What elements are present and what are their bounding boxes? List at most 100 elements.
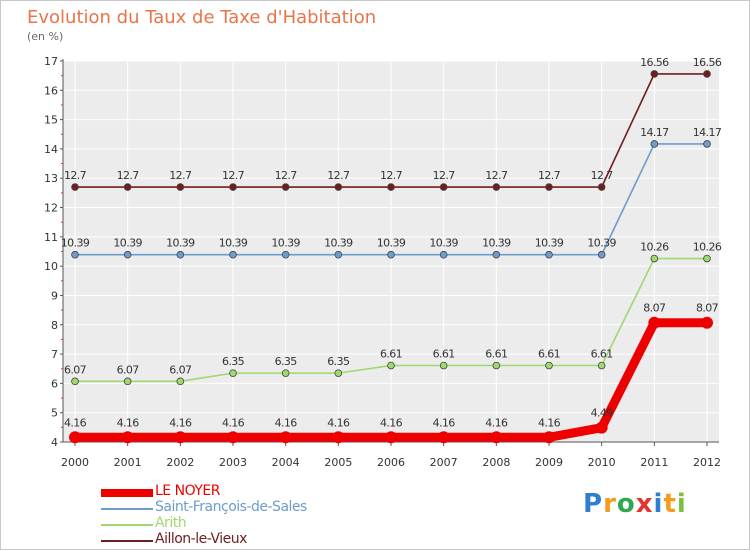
logo-letter: x <box>635 489 654 519</box>
y-tick-label: 4 <box>51 436 58 449</box>
x-tick-label: 2001 <box>114 456 142 469</box>
data-label: 4.16 <box>64 416 87 429</box>
data-label: 10.39 <box>271 237 300 250</box>
data-label: 4.16 <box>485 416 508 429</box>
data-label: 12.7 <box>117 169 140 182</box>
data-point <box>701 316 713 329</box>
legend-swatch <box>101 489 153 497</box>
data-label: 6.61 <box>433 348 455 361</box>
data-point <box>650 70 659 78</box>
data-point <box>597 250 606 259</box>
data-point <box>703 70 711 78</box>
y-tick-label: 15 <box>44 114 58 127</box>
data-point <box>545 250 553 259</box>
data-label: 14.17 <box>640 126 669 139</box>
logo-letter: i <box>676 489 687 519</box>
data-point <box>597 361 606 370</box>
data-label: 6.07 <box>117 363 140 376</box>
data-label: 4.49 <box>591 407 614 420</box>
x-tick-label: 2002 <box>166 456 194 469</box>
proxiti-logo: Proxiti <box>583 489 687 519</box>
data-point <box>387 361 395 370</box>
data-point <box>71 377 79 386</box>
data-point <box>174 431 187 444</box>
data-label: 10.39 <box>377 237 406 250</box>
data-point <box>650 140 659 148</box>
data-point <box>543 431 555 444</box>
data-point <box>387 183 395 191</box>
data-label: 6.35 <box>222 355 245 368</box>
data-label: 10.39 <box>61 237 90 250</box>
y-tick-label: 16 <box>44 84 58 97</box>
data-label: 6.35 <box>275 355 298 368</box>
data-label: 12.7 <box>275 169 298 182</box>
data-point <box>281 183 290 191</box>
legend-label: LE NOYER <box>155 483 220 499</box>
data-point <box>334 369 343 377</box>
data-point <box>437 431 450 444</box>
data-label: 10.39 <box>324 237 353 250</box>
x-tick-label: 2012 <box>693 456 721 469</box>
y-tick-label: 12 <box>44 202 58 215</box>
legend-swatch <box>101 524 153 526</box>
data-label: 10.39 <box>166 237 195 250</box>
data-point <box>334 183 343 191</box>
data-label: 14.17 <box>693 126 722 139</box>
data-point <box>227 431 239 444</box>
y-tick-label: 14 <box>44 143 58 156</box>
data-point <box>123 250 132 259</box>
data-point <box>597 183 606 191</box>
data-label: 16.56 <box>640 56 669 69</box>
x-tick-label: 2010 <box>588 456 616 469</box>
data-point <box>176 183 185 191</box>
logo-letter: r <box>603 489 617 519</box>
data-label: 10.39 <box>535 237 564 250</box>
y-tick-label: 17 <box>44 55 58 68</box>
legend-label: Saint-François-de-Sales <box>155 499 307 515</box>
data-label: 6.35 <box>327 355 350 368</box>
data-label: 10.26 <box>693 241 722 254</box>
x-tick-label: 2008 <box>482 456 510 469</box>
data-label: 10.39 <box>219 237 248 250</box>
logo-letter: o <box>616 489 636 519</box>
data-point <box>650 254 659 263</box>
data-label: 6.61 <box>538 348 560 361</box>
data-point <box>492 183 501 191</box>
data-label: 6.61 <box>591 348 613 361</box>
y-tick-label: 6 <box>51 377 58 390</box>
data-point <box>545 361 553 370</box>
data-point <box>71 183 79 191</box>
data-point <box>121 431 134 444</box>
y-tick-label: 10 <box>44 260 58 273</box>
y-tick-label: 9 <box>51 289 58 302</box>
data-label: 4.16 <box>222 416 245 429</box>
data-label: 12.7 <box>591 169 614 182</box>
data-point <box>69 431 81 444</box>
data-label: 4.16 <box>380 416 403 429</box>
data-point <box>123 183 132 191</box>
data-point <box>703 140 711 148</box>
data-point <box>176 250 185 259</box>
data-label: 4.16 <box>169 416 192 429</box>
data-label: 12.7 <box>433 169 456 182</box>
x-tick-label: 2011 <box>640 456 668 469</box>
data-point <box>229 369 237 377</box>
data-point <box>281 250 290 259</box>
data-point <box>648 316 661 329</box>
data-point <box>439 250 448 259</box>
data-point <box>385 431 397 444</box>
data-label: 12.7 <box>64 169 87 182</box>
y-tick-label: 11 <box>44 231 58 244</box>
data-label: 10.26 <box>640 241 669 254</box>
data-label: 12.7 <box>169 169 192 182</box>
data-point <box>492 250 501 259</box>
data-point <box>545 183 553 191</box>
data-point <box>490 431 503 444</box>
data-point <box>71 250 79 259</box>
data-label: 10.39 <box>482 237 511 250</box>
data-label: 4.16 <box>538 416 561 429</box>
data-label: 4.16 <box>117 416 140 429</box>
data-point <box>595 421 608 434</box>
data-label: 6.61 <box>485 348 507 361</box>
data-label: 6.07 <box>64 363 87 376</box>
